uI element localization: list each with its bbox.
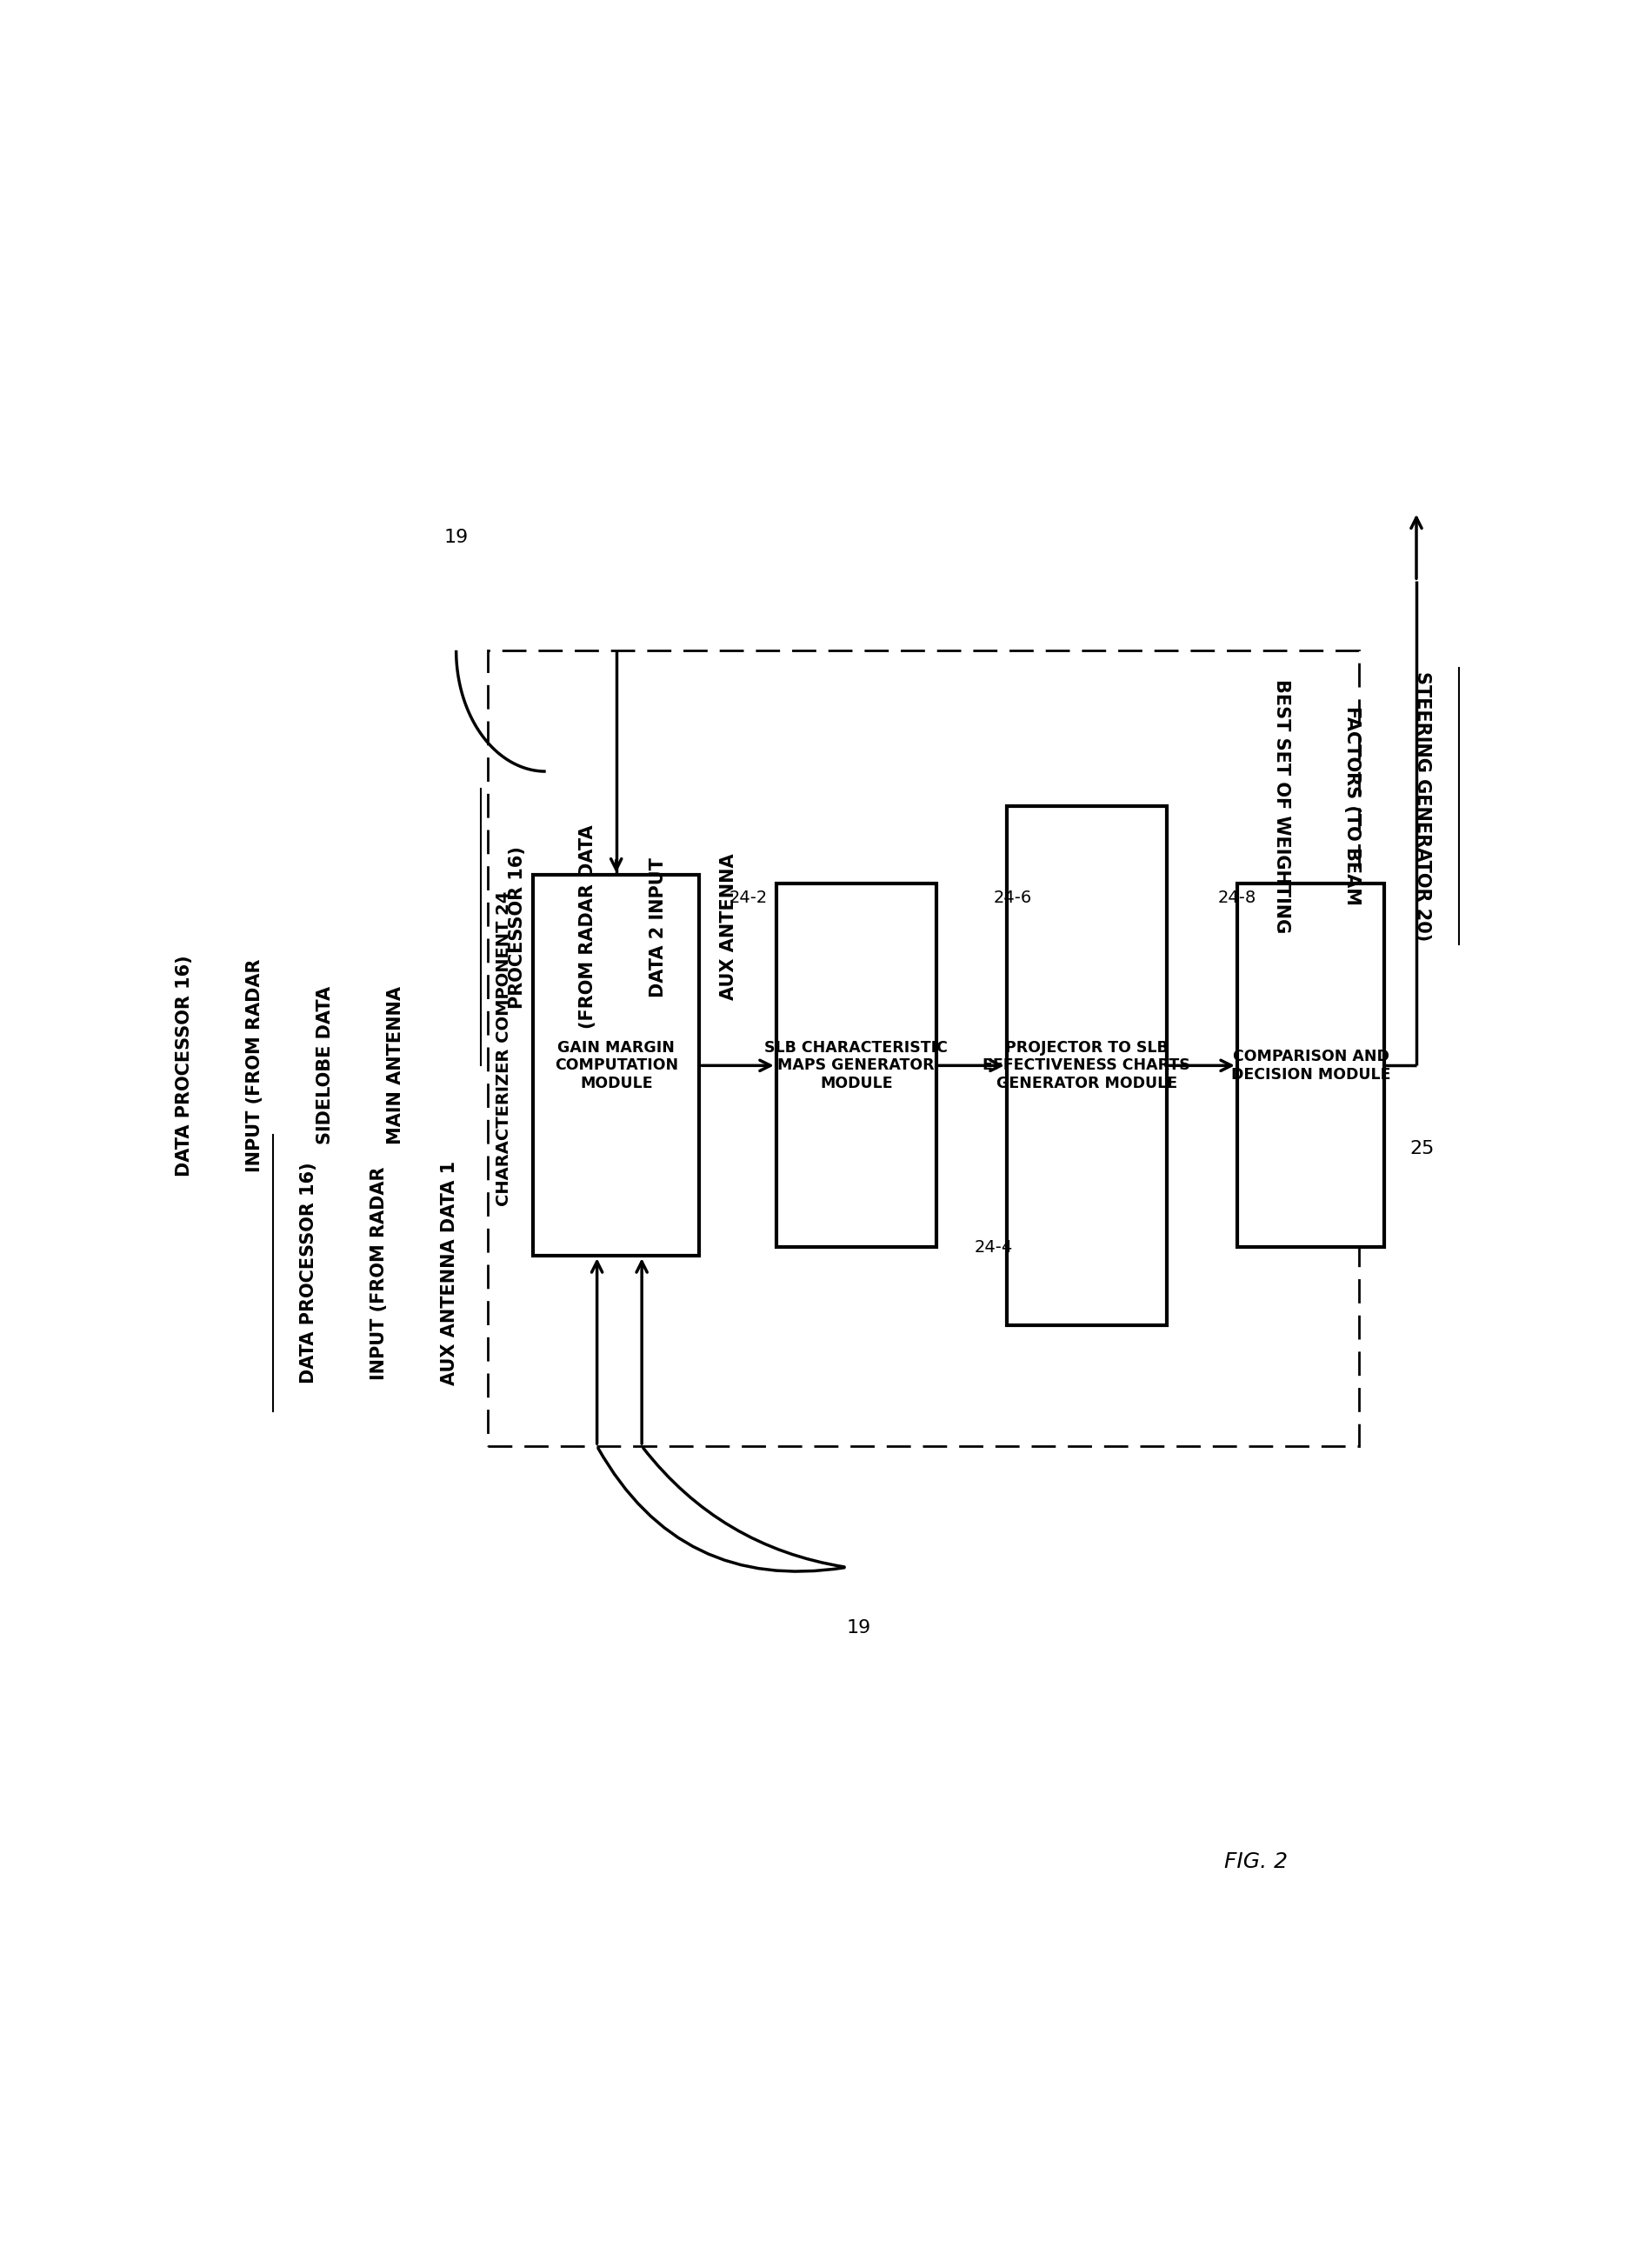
Text: FACTORS (TO BEAM: FACTORS (TO BEAM: [1343, 706, 1361, 906]
FancyBboxPatch shape: [1006, 807, 1166, 1326]
Text: 24-8: 24-8: [1218, 890, 1257, 906]
FancyBboxPatch shape: [776, 883, 937, 1247]
Text: (FROM RADAR DATA: (FROM RADAR DATA: [578, 825, 596, 1029]
Text: AUX ANTENNA: AUX ANTENNA: [720, 854, 737, 1000]
Text: PROCESSOR 16): PROCESSOR 16): [509, 845, 525, 1009]
Text: 24-4: 24-4: [975, 1240, 1013, 1256]
Text: INPUT (FROM RADAR: INPUT (FROM RADAR: [370, 1166, 388, 1380]
Text: 24-2: 24-2: [729, 890, 767, 906]
Text: PROJECTOR TO SLB
EFFECTIVENESS CHARTS
GENERATOR MODULE: PROJECTOR TO SLB EFFECTIVENESS CHARTS GE…: [983, 1040, 1191, 1092]
FancyBboxPatch shape: [1237, 883, 1384, 1247]
Text: STEERING GENERATOR 20): STEERING GENERATOR 20): [1414, 672, 1432, 941]
Text: FIG. 2: FIG. 2: [1224, 1852, 1289, 1872]
Text: BEST SET OF WEIGHTING: BEST SET OF WEIGHTING: [1274, 679, 1290, 933]
Text: INPUT (FROM RADAR: INPUT (FROM RADAR: [246, 959, 263, 1173]
Text: DATA PROCESSOR 16): DATA PROCESSOR 16): [175, 955, 193, 1175]
Text: COMPARISON AND
DECISION MODULE: COMPARISON AND DECISION MODULE: [1231, 1049, 1391, 1083]
Text: 19: 19: [444, 528, 469, 546]
Text: SLB CHARACTERISTIC
MAPS GENERATOR
MODULE: SLB CHARACTERISTIC MAPS GENERATOR MODULE: [765, 1040, 948, 1092]
Text: CHARACTERIZER COMPONENT 24: CHARACTERIZER COMPONENT 24: [496, 890, 512, 1207]
Text: 19: 19: [846, 1620, 871, 1636]
FancyBboxPatch shape: [534, 874, 699, 1256]
Text: MAIN ANTENNA: MAIN ANTENNA: [387, 986, 405, 1144]
Text: DATA 2 INPUT: DATA 2 INPUT: [649, 856, 666, 998]
Text: 24-6: 24-6: [995, 890, 1032, 906]
Text: SIDELOBE DATA: SIDELOBE DATA: [316, 986, 334, 1144]
Text: 25: 25: [1409, 1139, 1434, 1157]
Text: DATA PROCESSOR 16): DATA PROCESSOR 16): [301, 1162, 317, 1384]
Text: AUX ANTENNA DATA 1: AUX ANTENNA DATA 1: [441, 1162, 459, 1386]
Text: GAIN MARGIN
COMPUTATION
MODULE: GAIN MARGIN COMPUTATION MODULE: [555, 1040, 677, 1092]
